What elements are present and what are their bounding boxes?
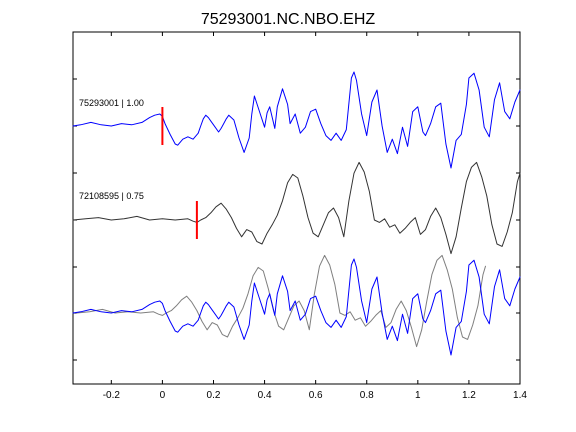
overlay-trace-75293001	[72, 258, 521, 356]
x-tick-label: 0.6	[309, 390, 323, 401]
plot-frame	[72, 31, 521, 385]
trace-72108595	[72, 161, 521, 255]
chart-title: 75293001.NC.NBO.EHZ	[201, 11, 376, 28]
x-tick-label: 0.4	[258, 390, 272, 401]
trace-label-2: 72108595 | 0.75	[79, 191, 144, 201]
x-tick-label: 0.2	[207, 390, 221, 401]
x-tick-label: 1.4	[513, 390, 527, 401]
y-axis-ticks	[73, 78, 520, 361]
trace-75293001	[72, 71, 521, 169]
x-tick-label: 1	[415, 390, 421, 401]
x-tick-label: 0	[160, 390, 166, 401]
overlay-trace-72108595	[76, 254, 486, 348]
trace-label-1: 75293001 | 1.00	[79, 98, 144, 108]
trace-labels: 75293001 | 1.00 72108595 | 0.75	[79, 98, 144, 201]
waveform-traces	[72, 71, 521, 356]
x-tick-label: 0.8	[360, 390, 374, 401]
x-tick-label: -0.2	[103, 390, 121, 401]
pick-markers	[161, 107, 198, 239]
x-tick-label: 1.2	[462, 390, 476, 401]
x-axis-ticks: -0.2 0 0.2 0.4 0.6 0.8 1 1.2 1.4	[103, 32, 527, 401]
